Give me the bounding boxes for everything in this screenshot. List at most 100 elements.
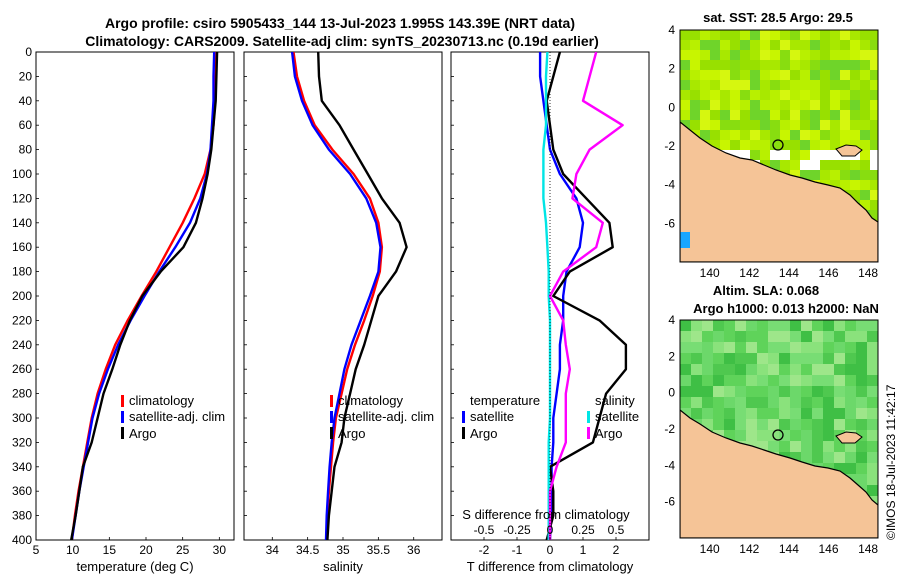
x-tick-label: 34.5 bbox=[296, 543, 320, 557]
depth-tick-label: 180 bbox=[12, 265, 32, 279]
sst-cell bbox=[790, 90, 800, 100]
sst-cell bbox=[780, 80, 790, 90]
sst-cell bbox=[830, 100, 840, 110]
sst-cell bbox=[790, 120, 800, 130]
sst-cell bbox=[860, 160, 870, 170]
sla-cell bbox=[790, 397, 801, 408]
sla-cell bbox=[757, 353, 768, 364]
sla-cell bbox=[790, 342, 801, 353]
sst-cell bbox=[770, 70, 780, 80]
x-tick-label: 30 bbox=[213, 543, 227, 557]
sst-cell bbox=[680, 100, 690, 110]
sst-cell bbox=[790, 100, 800, 110]
credit-text: ©IMOS 18-Jul-2023 11:42:17 bbox=[884, 384, 898, 540]
island-north bbox=[835, 431, 863, 444]
sst-cell bbox=[770, 60, 780, 70]
sst-cell bbox=[800, 130, 810, 140]
x-tick-label-salinity: -0.5 bbox=[474, 523, 495, 537]
sst-cell bbox=[720, 50, 730, 60]
sst-cell bbox=[760, 80, 770, 90]
legend-swatch-salinity-satellite bbox=[587, 411, 590, 423]
sla-cell bbox=[856, 386, 867, 397]
sla-cell bbox=[702, 375, 713, 386]
sla-cell bbox=[834, 331, 845, 342]
temperature-series bbox=[70, 52, 219, 540]
sst-cell bbox=[830, 30, 840, 40]
sla-cell bbox=[845, 364, 856, 375]
sst-cell bbox=[760, 50, 770, 60]
sst-cell bbox=[790, 30, 800, 40]
sla-cell bbox=[680, 342, 691, 353]
sla-cell bbox=[757, 331, 768, 342]
x-tick-label-salinity: 0.25 bbox=[571, 523, 595, 537]
map-y-tick-label: 2 bbox=[668, 62, 675, 76]
x-tick-label: -1 bbox=[512, 543, 523, 557]
sst-cell bbox=[840, 50, 850, 60]
sst-cell bbox=[850, 80, 860, 90]
sst-cell bbox=[750, 50, 760, 60]
sst-cell bbox=[820, 170, 830, 180]
sst-cell bbox=[790, 110, 800, 120]
sst-cell bbox=[770, 120, 780, 130]
sla-cell bbox=[713, 397, 724, 408]
sst-cell bbox=[870, 200, 878, 210]
sla-cell bbox=[867, 364, 878, 375]
map-y-tick-label: -4 bbox=[664, 178, 675, 192]
sst-cell bbox=[750, 110, 760, 120]
sla-cell bbox=[823, 441, 834, 452]
sla-cell bbox=[757, 419, 768, 430]
sla-cell bbox=[856, 441, 867, 452]
sla-map-title: Altim. SLA: 0.068 bbox=[713, 283, 819, 298]
depth-tick-label: 140 bbox=[12, 216, 32, 230]
salinity-legend: climatology satellite-adj. clim Argo bbox=[330, 393, 434, 441]
sst-cell bbox=[790, 170, 800, 180]
sst-cell bbox=[800, 160, 810, 170]
sst-cell bbox=[730, 100, 740, 110]
sst-cell bbox=[870, 60, 878, 70]
sla-cell bbox=[724, 430, 735, 441]
sla-cell bbox=[691, 364, 702, 375]
sst-cell bbox=[840, 100, 850, 110]
sla-cell bbox=[801, 342, 812, 353]
sst-cell bbox=[850, 60, 860, 70]
sla-cell bbox=[856, 408, 867, 419]
sla-cell bbox=[724, 375, 735, 386]
map-x-tick-label: 148 bbox=[858, 542, 878, 556]
sla-cell bbox=[823, 342, 834, 353]
map-x-tick-label: 142 bbox=[739, 542, 759, 556]
sst-cell bbox=[860, 150, 870, 160]
legend-swatch-satellite bbox=[121, 411, 124, 423]
sst-cell bbox=[700, 100, 710, 110]
sla-cell bbox=[801, 430, 812, 441]
sst-cell bbox=[810, 100, 820, 110]
sst-cell bbox=[850, 130, 860, 140]
sst-cell bbox=[680, 120, 690, 130]
sla-cell bbox=[702, 320, 713, 331]
sst-cell bbox=[780, 130, 790, 140]
island-north bbox=[835, 144, 863, 157]
sla-cell bbox=[812, 430, 823, 441]
sst-cell bbox=[870, 40, 878, 50]
legend-label-climatology: climatology bbox=[129, 393, 195, 408]
difference-T-x-label: T difference from climatology bbox=[467, 559, 634, 574]
sla-cell bbox=[746, 342, 757, 353]
sst-cell bbox=[760, 40, 770, 50]
map-x-tick-label: 144 bbox=[779, 542, 799, 556]
sla-cell bbox=[845, 408, 856, 419]
sla-cell bbox=[757, 342, 768, 353]
sst-cell bbox=[830, 50, 840, 60]
sst-map bbox=[680, 30, 878, 262]
sla-cell bbox=[680, 408, 691, 419]
sst-cell bbox=[720, 70, 730, 80]
sst-cell bbox=[700, 130, 710, 140]
map-y-tick-label: -2 bbox=[664, 139, 675, 153]
sst-cell bbox=[750, 60, 760, 70]
sst-cell bbox=[830, 70, 840, 80]
sla-map-frame bbox=[679, 319, 879, 539]
sst-cell bbox=[760, 70, 770, 80]
sla-cell bbox=[867, 375, 878, 386]
sst-cell bbox=[870, 170, 878, 180]
sst-cell bbox=[720, 110, 730, 120]
sla-cell bbox=[867, 342, 878, 353]
sst-cell bbox=[730, 120, 740, 130]
